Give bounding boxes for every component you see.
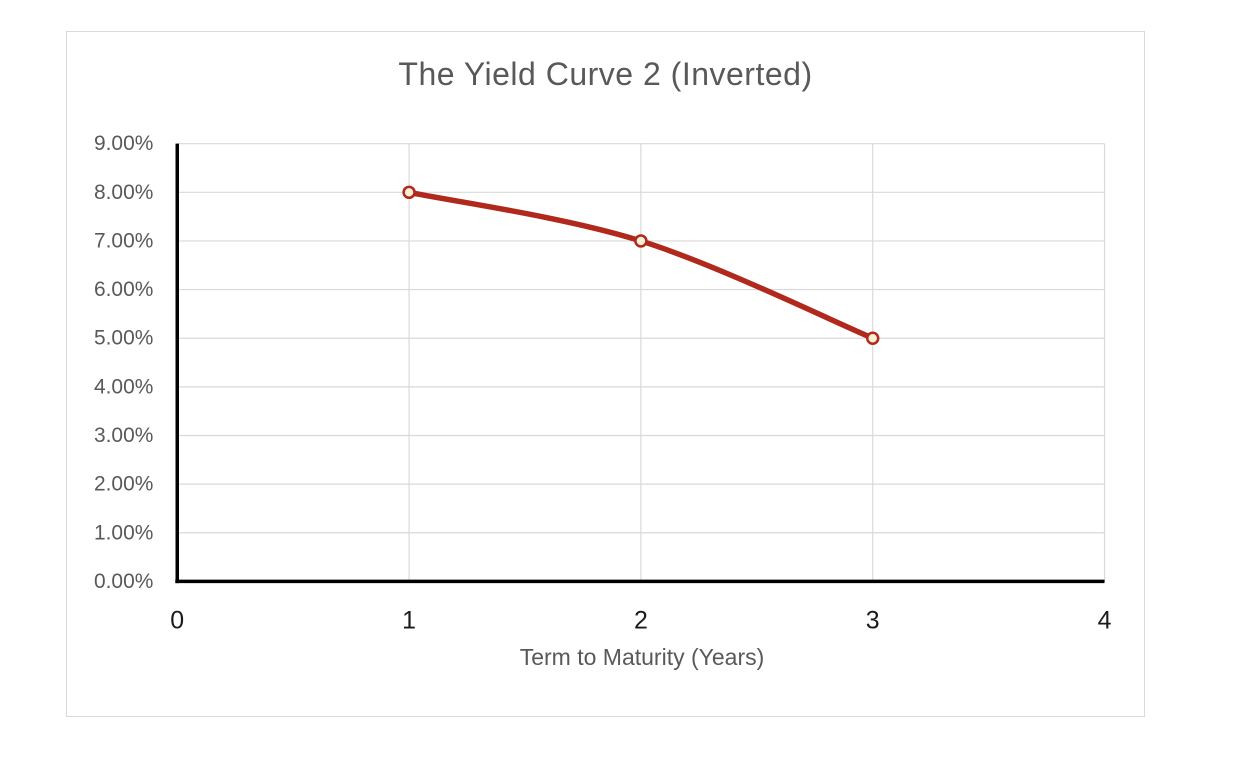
y-tick-label: 4.00% <box>94 375 153 398</box>
x-tick-label: 4 <box>1098 606 1112 634</box>
y-tick-label: 6.00% <box>94 278 153 301</box>
y-tick-label: 9.00% <box>94 132 153 155</box>
data-point-marker <box>865 331 880 345</box>
chart-title: The Yield Curve 2 (Inverted) <box>398 56 813 92</box>
y-tick-label: 5.00% <box>94 327 153 350</box>
x-tick-label: 1 <box>402 606 416 634</box>
x-tick-label: 2 <box>634 606 648 634</box>
y-tick-label: 1.00% <box>94 521 153 544</box>
chart-frame[interactable]: The Yield Curve 2 (Inverted) 0.00% 1.00% 2… <box>66 31 1145 717</box>
y-tick-label: 3.00% <box>94 424 153 447</box>
y-tick-label: 8.00% <box>94 181 153 204</box>
data-point-marker <box>402 185 416 200</box>
y-tick-label: 2.00% <box>94 473 153 496</box>
y-tick-label: 7.00% <box>94 229 153 252</box>
x-tick-label: 0 <box>170 606 184 634</box>
x-axis-title: Term to Maturity (Years) <box>519 644 765 670</box>
y-tick-label: 0.00% <box>94 570 153 593</box>
data-point-marker <box>634 234 648 248</box>
plot-area: 0.00% 1.00% 2.00% 3.00% 4.00% 5.00% 6.00% 7.00%… <box>94 132 1112 634</box>
x-tick-label: 3 <box>866 606 880 634</box>
